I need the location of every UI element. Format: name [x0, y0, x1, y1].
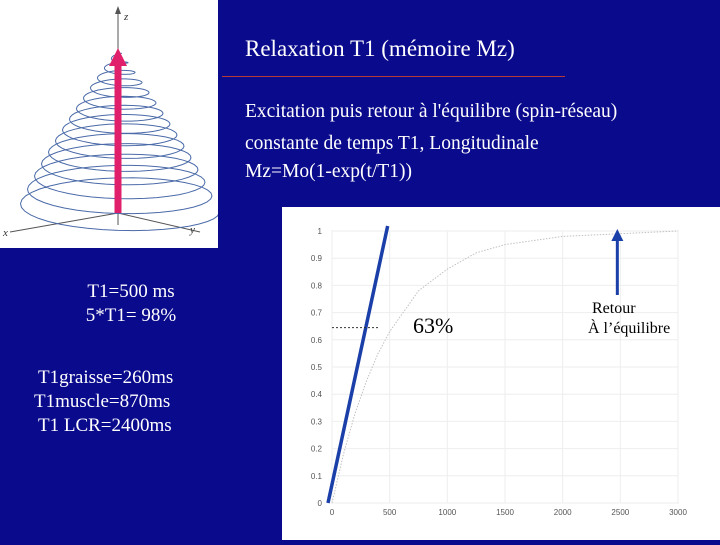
x-tick-label: 1500	[496, 508, 514, 517]
y-tick-label: 0	[318, 499, 323, 508]
x-tick-label: 0	[330, 508, 335, 517]
spiral-path	[19, 52, 220, 232]
tangent-line	[326, 225, 390, 504]
z-axis-arrowhead	[115, 6, 121, 14]
precession-diagram: z x y	[0, 0, 220, 248]
z-axis-label: z	[123, 11, 129, 23]
x-tick-label: 500	[383, 508, 397, 517]
y-tick-label: 1	[318, 227, 323, 236]
magnetization-arrowhead	[109, 48, 127, 66]
subtitle-line-3: Mz=Mo(1-exp(t/T1))	[245, 161, 412, 182]
precession-svg: z x y	[2, 6, 220, 239]
x-tick-label: 3000	[669, 508, 687, 517]
equilibrium-arrowhead	[611, 229, 624, 241]
y-tick-label: 0.1	[311, 472, 323, 481]
precession-spiral	[19, 52, 220, 232]
y-tick-label: 0.7	[311, 309, 323, 318]
y-tick-label: 0.5	[311, 363, 323, 372]
title-underline	[222, 76, 565, 77]
y-axis	[117, 212, 201, 233]
y-tick-label: 0.6	[311, 336, 323, 345]
y-tick-label: 0.3	[311, 417, 323, 426]
return-annotation-line2: À l’équilibre	[588, 320, 671, 337]
recovery-curve	[331, 230, 679, 504]
subtitle-line-2: constante de temps T1, Longitudinale	[245, 133, 539, 154]
y-tick-label: 0.2	[311, 445, 323, 454]
t1-csf: T1 LCR=2400ms	[38, 415, 172, 436]
relaxation-chart: 0 0.1 0.2 0.3 0.4 0.5 0.6 0.7 0.8 0.9 1 0 500 1000 150…	[282, 207, 720, 540]
chart-svg: 0 0.1 0.2 0.3 0.4 0.5 0.6 0.7 0.8 0.9 1 0 500 1000 150…	[311, 225, 688, 517]
grid	[331, 230, 679, 504]
x-tick-label: 1000	[438, 508, 456, 517]
subtitle-line-1: Excitation puis retour à l'équilibre (sp…	[245, 101, 618, 122]
slide-title: Relaxation T1 (mémoire Mz)	[245, 36, 515, 61]
y-tick-label: 0.9	[311, 254, 323, 263]
x-axis-label: x	[2, 227, 8, 239]
t1-note-block: T1=500 ms 5*T1= 98%	[46, 280, 216, 328]
t1-value: T1=500 ms	[87, 281, 175, 302]
return-annotation-line1: Retour	[592, 300, 636, 317]
return-annotation: Retour À l’équilibre	[588, 299, 670, 339]
y-axis-label: y	[189, 224, 195, 236]
x-axis	[9, 212, 119, 233]
tick-labels: 0 0.1 0.2 0.3 0.4 0.5 0.6 0.7 0.8 0.9 1 0 500 1000 150…	[311, 227, 688, 517]
percent-annotation: 63%	[413, 313, 454, 338]
t1-five-times: 5*T1= 98%	[85, 305, 177, 326]
y-tick-label: 0.4	[311, 390, 323, 399]
t1-fat: T1graisse=260ms	[38, 367, 174, 388]
tissue-t1-block: T1graisse=260ms T1muscle=870ms T1 LCR=24…	[18, 366, 258, 438]
x-tick-label: 2500	[611, 508, 629, 517]
chart-marks	[326, 225, 679, 504]
y-tick-label: 0.8	[311, 281, 323, 290]
t1-muscle: T1muscle=870ms	[34, 391, 171, 412]
x-tick-label: 2000	[554, 508, 572, 517]
